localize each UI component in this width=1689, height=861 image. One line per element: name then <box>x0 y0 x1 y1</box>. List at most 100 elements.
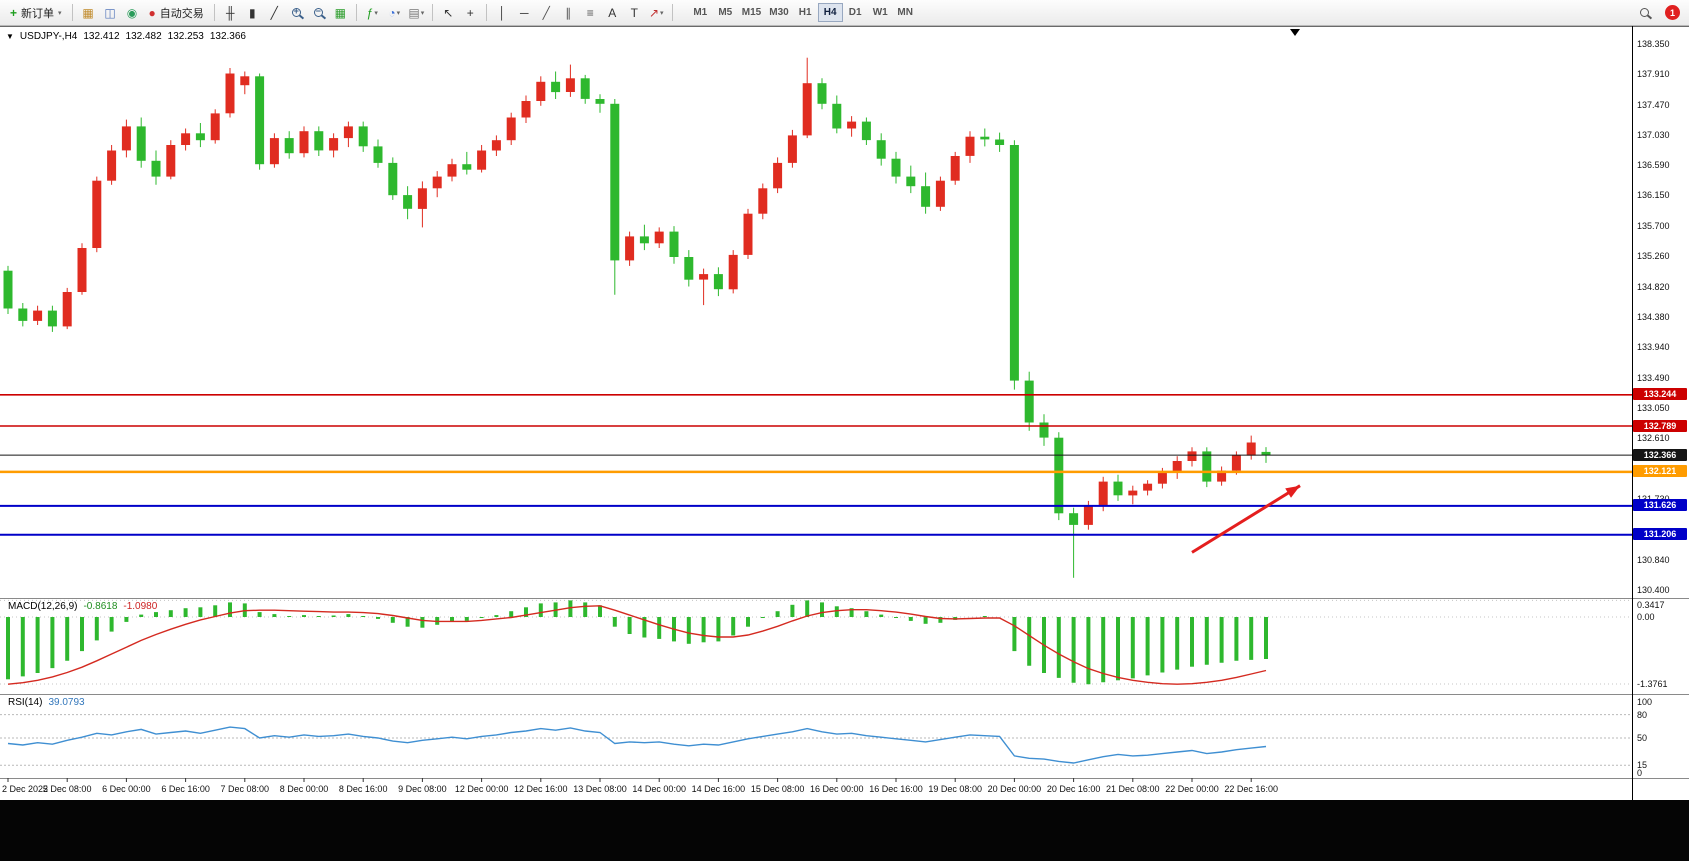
rsi-axis-label: 100 <box>1637 697 1653 707</box>
zoom-out-icon[interactable]: − <box>308 3 329 23</box>
toolbar-separator <box>485 4 487 21</box>
dropdown-caret-icon: ▾ <box>374 9 378 17</box>
timeframe-d1[interactable]: D1 <box>848 7 862 18</box>
candle <box>921 186 931 207</box>
candle <box>506 117 516 141</box>
timeframe-h1[interactable]: H1 <box>798 7 812 18</box>
timeframe-mn[interactable]: MN <box>897 7 913 18</box>
candle <box>536 81 546 101</box>
chart-shift-marker[interactable] <box>1290 29 1300 36</box>
new-order-button-label: 新订单 <box>21 7 55 20</box>
timeframe-m1[interactable]: M1 <box>693 7 708 18</box>
line-chart-icon[interactable]: ╱ <box>264 3 285 23</box>
candle <box>684 257 694 280</box>
time-axis-label: 19 Dec 08:00 <box>928 784 982 794</box>
candle <box>477 150 487 170</box>
zoom-in-icon[interactable]: + <box>286 3 307 23</box>
channel-icon[interactable]: ∥ <box>558 3 579 23</box>
resistance-line-lower-tag: 132.789 <box>1633 419 1687 432</box>
symbol-info: ▼ USDJPY-,H4 132.412 132.482 132.253 132… <box>6 31 246 42</box>
indicators-icon[interactable]: ƒ ▾ <box>362 3 383 23</box>
search-icon[interactable] <box>1634 3 1655 23</box>
candle <box>447 164 457 177</box>
price-axis-label: 136.150 <box>1637 190 1670 201</box>
zoom-out-icon: − <box>313 6 323 17</box>
toolbar-right: 1 <box>1634 3 1684 23</box>
ohlc-close: 132.366 <box>209 31 246 42</box>
candle <box>1113 481 1123 496</box>
candle <box>1024 380 1034 423</box>
rsi-axis-label: 0 <box>1637 768 1643 778</box>
fibonacci-icon[interactable]: ≡ <box>580 3 601 23</box>
price-axis-label: 138.350 <box>1637 39 1670 49</box>
text-icon[interactable]: A <box>602 3 623 23</box>
rsi-line <box>7 726 1267 764</box>
candle <box>669 231 679 257</box>
price-axis-label: 137.030 <box>1637 129 1670 140</box>
new-order-button[interactable]: + 新订单 ▾ <box>5 3 67 23</box>
horizontal-line-icon[interactable]: ─ <box>514 3 535 23</box>
price-axis-label: 137.470 <box>1637 99 1670 110</box>
timeframe-m5[interactable]: M5 <box>718 7 733 18</box>
auto-trading-button[interactable]: ● 自动交易 <box>144 3 209 23</box>
candle <box>491 140 501 151</box>
collapse-chart-icon[interactable]: ▼ <box>6 32 14 41</box>
candle <box>551 81 561 93</box>
candle <box>891 158 901 177</box>
macd-main-value: -0.8618 <box>83 601 118 612</box>
channel-icon: ∥ <box>565 5 572 20</box>
rsi-value: 39.0793 <box>48 697 85 708</box>
candle <box>1143 483 1153 491</box>
tile-windows-icon[interactable]: ▦ <box>330 3 351 23</box>
time-axis-label: 8 Dec 16:00 <box>338 784 388 794</box>
price-axis-label: 133.490 <box>1637 372 1670 383</box>
crosshair-icon[interactable]: + <box>460 3 481 23</box>
templates-icon[interactable]: ▤ ▾ <box>406 3 427 23</box>
candle <box>166 145 176 177</box>
candlestick-chart-icon[interactable]: ▮ <box>242 3 263 23</box>
candle <box>1187 451 1197 461</box>
timeframe-m30[interactable]: M30 <box>769 7 789 18</box>
periods-icon[interactable]: ◔ ▾ <box>384 3 405 23</box>
candle <box>1098 481 1108 507</box>
line-chart-icon: ╱ <box>270 5 278 20</box>
cursor-icon[interactable]: ↖ <box>438 3 459 23</box>
resistance-line-upper-tag: 133.244 <box>1633 388 1687 401</box>
time-axis-label: 2 Dec 2022 <box>2 784 49 794</box>
price-axis-label: 130.400 <box>1637 585 1670 596</box>
notification-badge[interactable]: 1 <box>1665 5 1680 20</box>
trendline-icon[interactable]: ╱ <box>536 3 557 23</box>
toolbar-separator <box>213 4 215 21</box>
time-axis-label: 13 Dec 08:00 <box>573 784 627 794</box>
candle <box>995 139 1005 145</box>
timeframe-m15[interactable]: M15 <box>741 7 762 18</box>
candle <box>136 126 146 161</box>
price-axis-label: 130.840 <box>1637 554 1670 565</box>
time-axis-label: 12 Dec 16:00 <box>514 784 568 794</box>
text-label-icon[interactable]: T <box>624 3 645 23</box>
trend-arrow[interactable] <box>1191 484 1301 554</box>
dropdown-caret-icon: ▾ <box>660 9 664 17</box>
market-watch-icon[interactable]: ◉ <box>122 3 143 23</box>
candle <box>580 78 590 99</box>
timeframe-h4[interactable]: H4 <box>817 3 843 22</box>
ohlc-bars-icon: ╫ <box>226 5 235 20</box>
timeframe-w1[interactable]: W1 <box>872 7 888 18</box>
time-axis-label: 9 Dec 08:00 <box>398 784 447 794</box>
new-chart-icon[interactable]: ▦ <box>78 3 99 23</box>
rsi-title: RSI(14) <box>8 697 43 708</box>
ohlc-bars-icon[interactable]: ╫ <box>220 3 241 23</box>
vertical-line-icon[interactable]: │ <box>492 3 513 23</box>
arrows-icon[interactable]: ↗ ▾ <box>646 3 667 23</box>
time-axis-label: 14 Dec 16:00 <box>691 784 746 794</box>
main-toolbar: + 新订单 ▾ ▦ ◫ ◉ ● 自动交易 ╫ ▮ ╱ + − ▦ ƒ ▾ ◔ ▾ ▤ ▾ ↖ + │ ─ ╱ ∥ ≡ A T ↗ ▾ M1 M5… <box>0 0 1689 26</box>
candle <box>699 274 709 280</box>
support-line-upper-tag: 131.626 <box>1633 499 1687 512</box>
candle <box>980 136 990 140</box>
candle <box>77 248 87 292</box>
candle <box>935 180 945 207</box>
profiles-icon[interactable]: ◫ <box>100 3 121 23</box>
templates-icon: ▤ <box>408 5 420 20</box>
text-label-icon: T <box>630 5 638 20</box>
